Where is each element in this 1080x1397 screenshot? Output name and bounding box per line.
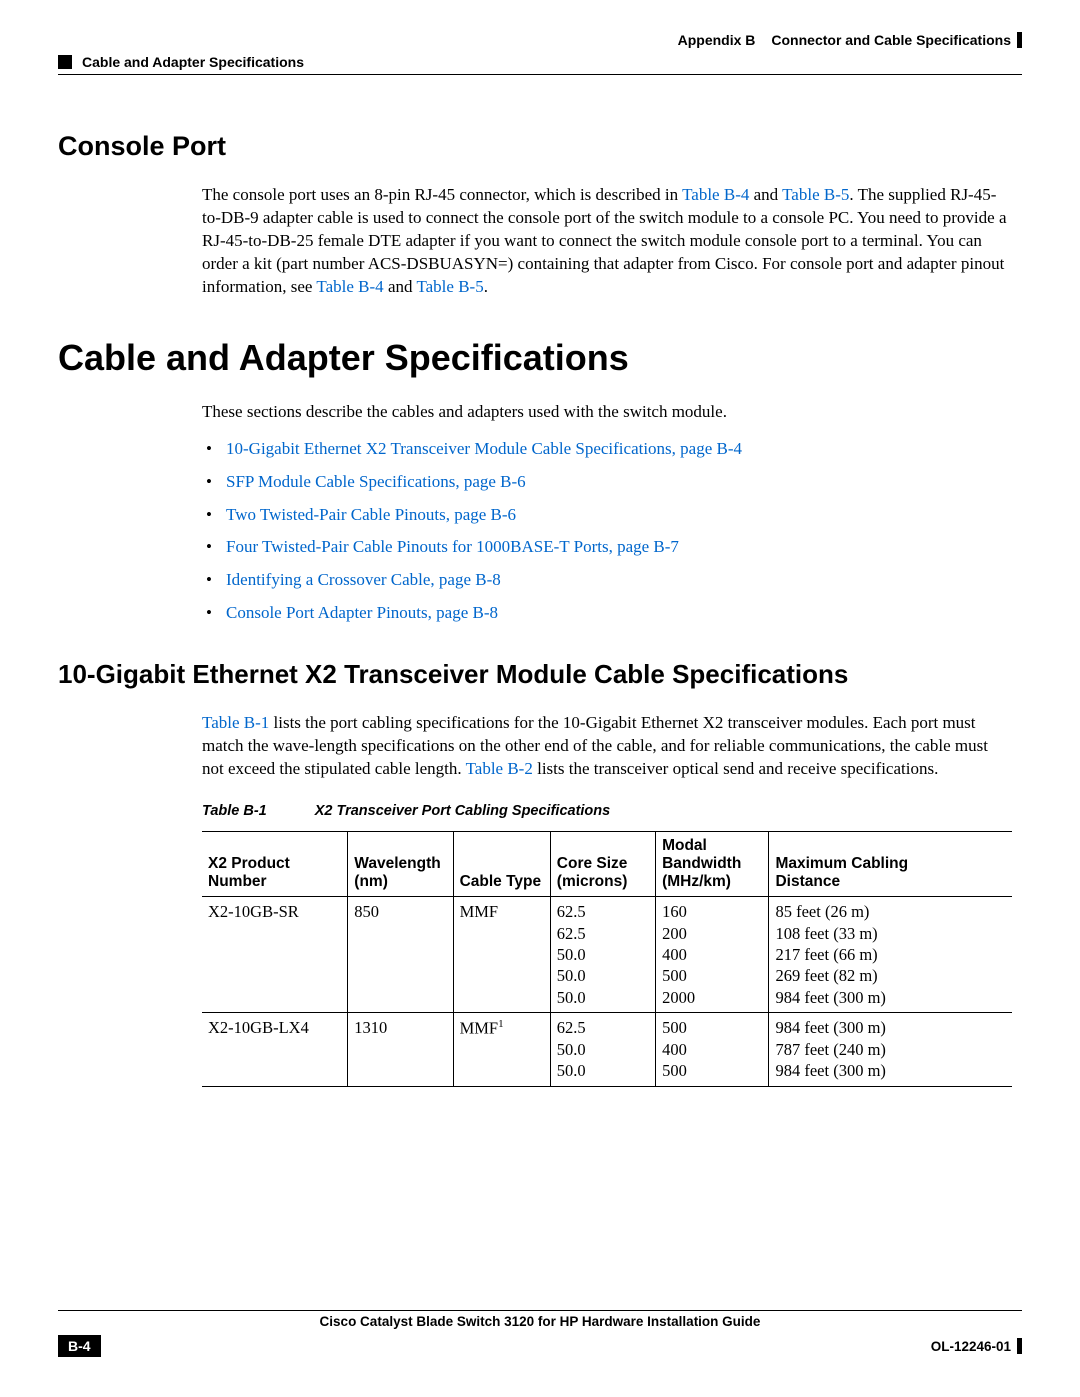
link-table-b2[interactable]: Table B-2 — [466, 759, 533, 778]
appendix-label: Appendix B — [678, 32, 756, 48]
table-number: Table B-1 — [202, 803, 267, 819]
table-title: X2 Transceiver Port Cabling Specificatio… — [315, 803, 610, 819]
table-header-row: X2 ProductNumberWavelength(nm)Cable Type… — [202, 832, 1012, 897]
table-cell: 85 feet (26 m)108 feet (33 m)217 feet (6… — [769, 897, 1012, 1013]
x2-paragraph: Table B-1 lists the port cabling specifi… — [202, 712, 1012, 781]
cable-spec-intro: These sections describe the cables and a… — [202, 401, 1012, 424]
toc-link-item[interactable]: SFP Module Cable Specifications, page B-… — [202, 471, 1012, 494]
link-table-b4[interactable]: Table B-4 — [682, 185, 749, 204]
table-cell: MMF — [453, 897, 550, 1013]
header-rule — [58, 74, 1022, 75]
table-cell: 62.550.050.0 — [550, 1013, 655, 1086]
table-b1: X2 ProductNumberWavelength(nm)Cable Type… — [202, 831, 1012, 1087]
section-marker-icon — [58, 55, 72, 69]
table-header-cell: ModalBandwidth(MHz/km) — [656, 832, 769, 897]
heading-x2-transceiver: 10-Gigabit Ethernet X2 Transceiver Modul… — [58, 659, 1022, 690]
table-cell: 850 — [348, 897, 453, 1013]
table-cell: 62.562.550.050.050.0 — [550, 897, 655, 1013]
table-cell: 984 feet (300 m)787 feet (240 m)984 feet… — [769, 1013, 1012, 1086]
link-table-b5[interactable]: Table B-5 — [416, 277, 483, 296]
page-subheader: Cable and Adapter Specifications — [58, 54, 1022, 70]
toc-link-item[interactable]: Console Port Adapter Pinouts, page B-8 — [202, 602, 1012, 625]
console-port-paragraph: The console port uses an 8-pin RJ-45 con… — [202, 184, 1012, 299]
table-header-cell: Core Size(microns) — [550, 832, 655, 897]
toc-link-item[interactable]: Two Twisted-Pair Cable Pinouts, page B-6 — [202, 504, 1012, 527]
heading-console-port: Console Port — [58, 131, 1022, 162]
doc-id: OL-12246-01 — [931, 1338, 1022, 1354]
toc-link[interactable]: 10-Gigabit Ethernet X2 Transceiver Modul… — [226, 439, 742, 458]
footer-guide-title: Cisco Catalyst Blade Switch 3120 for HP … — [58, 1314, 1022, 1329]
text: and — [749, 185, 782, 204]
section-label: Cable and Adapter Specifications — [82, 54, 304, 70]
toc-link[interactable]: SFP Module Cable Specifications, page B-… — [226, 472, 526, 491]
page-number-box: B-4 — [58, 1335, 101, 1357]
table-cell: X2-10GB-SR — [202, 897, 348, 1013]
page-header: Appendix B Connector and Cable Specifica… — [58, 32, 1022, 48]
table-cell: 1310 — [348, 1013, 453, 1086]
toc-link[interactable]: Identifying a Crossover Cable, page B-8 — [226, 570, 501, 589]
toc-link-item[interactable]: Four Twisted-Pair Cable Pinouts for 1000… — [202, 536, 1012, 559]
toc-link-item[interactable]: 10-Gigabit Ethernet X2 Transceiver Modul… — [202, 438, 1012, 461]
text: . — [484, 277, 488, 296]
footer-rule — [58, 1310, 1022, 1311]
table-cell: 1602004005002000 — [656, 897, 769, 1013]
link-table-b4[interactable]: Table B-4 — [316, 277, 383, 296]
toc-link[interactable]: Console Port Adapter Pinouts, page B-8 — [226, 603, 498, 622]
toc-link[interactable]: Four Twisted-Pair Cable Pinouts for 1000… — [226, 537, 679, 556]
appendix-title: Connector and Cable Specifications — [771, 32, 1011, 48]
table-header-cell: Maximum CablingDistance — [769, 832, 1012, 897]
text: lists the transceiver optical send and r… — [533, 759, 939, 778]
toc-link[interactable]: Two Twisted-Pair Cable Pinouts, page B-6 — [226, 505, 516, 524]
table-row: X2-10GB-LX41310MMF162.550.050.0500400500… — [202, 1013, 1012, 1086]
link-table-b5[interactable]: Table B-5 — [782, 185, 849, 204]
toc-link-item[interactable]: Identifying a Crossover Cable, page B-8 — [202, 569, 1012, 592]
page-footer: Cisco Catalyst Blade Switch 3120 for HP … — [58, 1310, 1022, 1357]
table-cell: MMF1 — [453, 1013, 550, 1086]
table-row: X2-10GB-SR850MMF62.562.550.050.050.01602… — [202, 897, 1012, 1013]
table-b1-caption: Table B-1 X2 Transceiver Port Cabling Spe… — [202, 803, 1012, 819]
doc-id-text: OL-12246-01 — [931, 1339, 1011, 1354]
table-cell: 500400500 — [656, 1013, 769, 1086]
cable-spec-link-list: 10-Gigabit Ethernet X2 Transceiver Modul… — [202, 438, 1012, 626]
table-header-cell: X2 ProductNumber — [202, 832, 348, 897]
table-header-cell: Cable Type — [453, 832, 550, 897]
header-bar-icon — [1017, 32, 1022, 48]
footer-bar-icon — [1017, 1338, 1022, 1354]
text: The console port uses an 8-pin RJ-45 con… — [202, 185, 682, 204]
text: and — [384, 277, 417, 296]
table-cell: X2-10GB-LX4 — [202, 1013, 348, 1086]
table-header-cell: Wavelength(nm) — [348, 832, 453, 897]
link-table-b1[interactable]: Table B-1 — [202, 713, 269, 732]
heading-cable-adapter-spec: Cable and Adapter Specifications — [58, 337, 1022, 379]
